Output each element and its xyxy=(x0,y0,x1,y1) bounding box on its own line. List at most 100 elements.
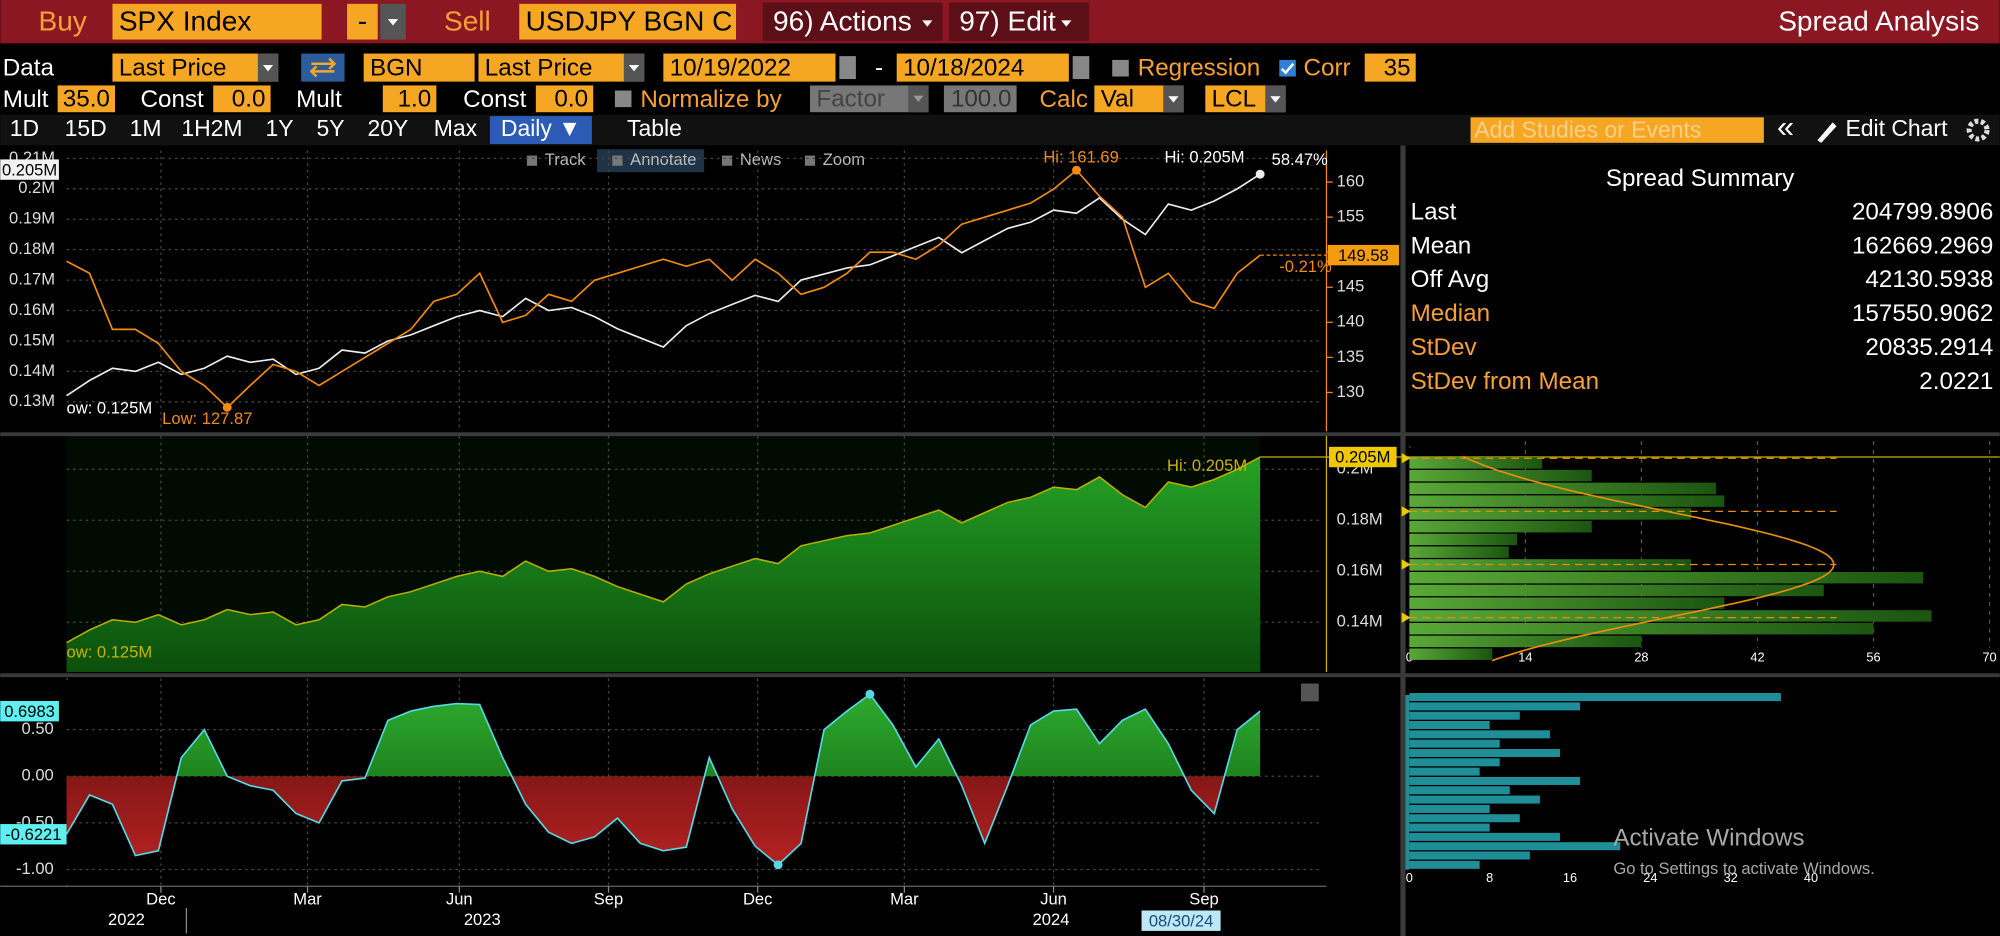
x-tick-label: 16 xyxy=(1563,870,1577,885)
panel-divider xyxy=(0,432,2000,437)
buy-const[interactable] xyxy=(213,85,271,113)
series-line xyxy=(66,169,1261,409)
x-tick-label: 40 xyxy=(1804,870,1818,885)
dropdown-arrow xyxy=(262,65,274,72)
period-button[interactable]: 1D xyxy=(10,115,39,141)
frequency-button[interactable] xyxy=(489,116,592,145)
operator-select[interactable] xyxy=(347,3,378,40)
period-button[interactable]: 1Y xyxy=(265,115,293,141)
histogram-bar xyxy=(1409,851,1530,860)
collapse-button[interactable]: « xyxy=(1777,110,1794,144)
normalize-value-text: 100.0 xyxy=(951,85,1012,112)
period-button[interactable]: 5Y xyxy=(316,115,344,141)
hist-base xyxy=(1405,694,1410,870)
y-tick-label: 0.16M xyxy=(1337,561,1383,580)
summary-label: Off Avg xyxy=(1411,266,1490,293)
summary-label: StDev from Mean xyxy=(1411,368,1599,395)
histogram-bar xyxy=(1409,597,1725,609)
chart-tool[interactable]: Zoom xyxy=(823,150,865,169)
histogram-bar xyxy=(1409,693,1781,702)
swap-button[interactable] xyxy=(301,53,345,82)
summary-value: 204799.8906 xyxy=(1852,198,1993,225)
sell-field[interactable] xyxy=(478,53,645,82)
chart-tool[interactable]: News xyxy=(740,150,781,169)
tool-icon xyxy=(722,155,733,166)
checkbox[interactable] xyxy=(1279,59,1296,77)
dropdown-arrow xyxy=(628,65,640,72)
corr-label: Corr xyxy=(1303,54,1350,81)
year-label: 2023 xyxy=(464,910,501,929)
y-tick-label: 0.50 xyxy=(22,719,54,738)
sell-mult-text: 1.0 xyxy=(398,85,432,112)
histogram-bar xyxy=(1409,860,1480,869)
sell-mult[interactable] xyxy=(382,85,437,113)
histogram-bar xyxy=(1409,823,1490,832)
sell-source[interactable] xyxy=(363,53,475,82)
period-button[interactable]: 20Y xyxy=(367,115,408,141)
checkbox[interactable] xyxy=(614,90,632,108)
value-badge-text: 149.58 xyxy=(1338,246,1389,265)
period-button[interactable]: Max xyxy=(434,115,478,141)
gear-icon[interactable] xyxy=(1966,118,1990,142)
period-button[interactable]: 15D xyxy=(65,115,107,141)
buy-mult-text: 35.0 xyxy=(63,85,110,112)
chart-tool[interactable]: Track xyxy=(545,150,587,169)
buy-mult[interactable] xyxy=(57,85,116,113)
table-button[interactable]: Table xyxy=(627,115,682,141)
spread-area xyxy=(66,457,1261,673)
pencil-icon xyxy=(1817,122,1837,143)
date-separator: - xyxy=(875,54,883,81)
x-tick-label: Jun xyxy=(1040,890,1067,909)
period-button[interactable]: 1M xyxy=(130,115,162,141)
high-marker xyxy=(1072,165,1081,175)
buy-field[interactable] xyxy=(112,53,279,82)
summary-label: Mean xyxy=(1411,232,1472,259)
x-tick-label: Mar xyxy=(293,890,322,909)
area-tint xyxy=(66,436,1261,673)
cursor-date-badge xyxy=(1141,910,1221,931)
histogram-bar xyxy=(1409,832,1560,841)
corr-window[interactable] xyxy=(1364,53,1416,82)
x-tick-label: Mar xyxy=(890,890,919,909)
histogram-bar xyxy=(1409,533,1518,546)
studies-input[interactable] xyxy=(1470,117,1764,143)
sell-ticker[interactable] xyxy=(519,3,737,40)
end-date[interactable] xyxy=(896,53,1069,82)
x-tick-label: 14 xyxy=(1518,649,1532,664)
corr-negative-area xyxy=(66,776,1261,865)
buy-ticker[interactable] xyxy=(112,3,322,40)
y-tick-label: 0.14M xyxy=(1337,612,1383,631)
x-tick-label: 8 xyxy=(1486,870,1493,885)
summary-label: Last xyxy=(1411,198,1457,225)
annotation: Hi: 0.205M xyxy=(1165,148,1245,167)
cursor-date: 08/30/24 xyxy=(1149,911,1213,930)
summary-label: StDev xyxy=(1411,334,1478,361)
dropdown-arrow xyxy=(1061,20,1072,27)
checkbox[interactable] xyxy=(1112,59,1129,77)
edit-chart-button[interactable]: Edit Chart xyxy=(1845,115,1948,141)
normalize-value[interactable] xyxy=(943,85,1017,113)
actions-button[interactable] xyxy=(762,2,943,41)
x-tick-label: 70 xyxy=(1982,649,1996,664)
sell-label: Sell xyxy=(444,5,491,36)
period-button[interactable]: 1H2M xyxy=(181,115,242,141)
summary-title: Spread Summary xyxy=(1606,165,1795,192)
start-date[interactable] xyxy=(663,53,836,82)
chart-tool[interactable]: Annotate xyxy=(630,150,696,169)
histogram-bar xyxy=(1409,520,1592,533)
y-tick-label: 0.16M xyxy=(9,300,55,319)
x-tick-label: 32 xyxy=(1724,870,1738,885)
histogram-bar xyxy=(1409,546,1509,558)
summary-value: 157550.9062 xyxy=(1852,300,1993,327)
sell-const[interactable] xyxy=(535,85,594,113)
scroll-button[interactable] xyxy=(1300,683,1319,702)
x-tick-label: 0 xyxy=(1406,870,1413,885)
stdev-marker xyxy=(1401,559,1411,570)
histogram-bar xyxy=(1409,622,1874,635)
stdev-marker xyxy=(1401,506,1411,517)
summary-value: 2.0221 xyxy=(1919,368,1993,395)
calendar-button[interactable] xyxy=(839,56,856,80)
calendar-button[interactable] xyxy=(1072,56,1090,80)
